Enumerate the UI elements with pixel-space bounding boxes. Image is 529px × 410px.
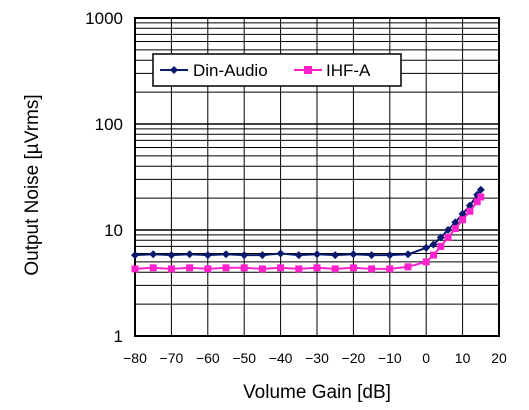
data-point-ihf-a [222, 264, 230, 272]
grid-lines [135, 18, 499, 336]
legend-marker-square-icon [304, 66, 312, 74]
data-point-din-audio [167, 251, 176, 260]
data-point-ihf-a [430, 251, 437, 259]
legend-box [152, 53, 402, 87]
data-point-ihf-a [313, 264, 321, 272]
y-tick-label: 1000 [85, 9, 123, 28]
data-point-ihf-a [240, 264, 248, 272]
series-line-ihf-a [134, 196, 482, 270]
data-point-ihf-a [386, 265, 394, 273]
series-line-din-audio [134, 189, 482, 257]
data-point-ihf-a [437, 242, 445, 250]
y-tick-label: 1 [114, 327, 123, 346]
data-point-ihf-a [167, 265, 175, 273]
y-tick-labels: 1 10 100 1000 [85, 9, 123, 346]
x-tick-label: 20 [491, 350, 507, 366]
y-axis-label: Output Noise [µVrms] [22, 94, 43, 275]
x-tick-labels: −80 −70 −60 −50 −40 −30 −20 −10 0 10 20 [123, 350, 507, 366]
data-point-din-audio [240, 251, 249, 260]
data-point-ihf-a [258, 265, 266, 273]
data-point-din-audio [149, 250, 158, 259]
data-point-ihf-a [186, 264, 194, 272]
data-point-din-audio [444, 226, 453, 234]
data-point-din-audio [131, 251, 139, 260]
data-point-din-audio [331, 251, 340, 260]
data-point-ihf-a [459, 216, 467, 224]
data-point-ihf-a [204, 265, 212, 273]
data-point-din-audio [429, 240, 438, 249]
legend-item-ihf-a: IHF-A [294, 61, 371, 80]
data-point-ihf-a [422, 258, 430, 266]
data-point-din-audio [313, 250, 321, 259]
data-point-ihf-a [477, 193, 485, 201]
data-point-ihf-a [149, 264, 157, 272]
data-point-ihf-a [277, 264, 285, 272]
data-point-din-audio [258, 251, 267, 260]
legend-label-din-audio: Din-Audio [193, 61, 268, 80]
x-tick-label: −80 [123, 350, 147, 366]
x-tick-label: −20 [342, 350, 366, 366]
y-tick-label: 100 [95, 115, 123, 134]
data-point-din-audio [476, 185, 485, 194]
data-point-ihf-a [451, 225, 459, 233]
x-tick-label: −30 [305, 350, 329, 366]
data-point-ihf-a [368, 265, 376, 273]
x-tick-label: −40 [269, 350, 293, 366]
series-ihf-a [131, 193, 485, 273]
data-point-din-audio [294, 251, 303, 260]
x-tick-label: −60 [196, 350, 220, 366]
x-tick-label: −70 [160, 350, 184, 366]
legend: Din-Audio IHF-A [152, 53, 402, 87]
data-point-ihf-a [331, 265, 339, 273]
data-point-ihf-a [131, 265, 139, 273]
x-tick-label: −50 [232, 350, 256, 366]
data-point-din-audio [203, 251, 212, 260]
series-layer [131, 185, 485, 273]
legend-marker-diamond-icon [170, 66, 178, 74]
data-point-ihf-a [473, 198, 481, 206]
data-point-ihf-a [295, 265, 303, 273]
data-point-ihf-a [349, 264, 357, 272]
x-tick-label: 10 [455, 350, 471, 366]
x-tick-label: −10 [378, 350, 402, 366]
legend-label-ihf-a: IHF-A [326, 61, 371, 80]
data-point-ihf-a [404, 263, 412, 271]
data-point-din-audio [458, 209, 467, 218]
data-point-ihf-a [444, 234, 452, 241]
data-point-din-audio [185, 250, 194, 259]
x-axis-label: Volume Gain [dB] [243, 382, 391, 403]
series-din-audio [131, 185, 485, 260]
data-point-din-audio [222, 250, 230, 259]
data-point-din-audio [349, 250, 358, 259]
legend-item-din-audio: Din-Audio [160, 61, 268, 80]
data-point-din-audio [451, 218, 460, 227]
data-point-din-audio [276, 249, 285, 258]
data-point-din-audio [385, 251, 394, 260]
data-point-din-audio [422, 243, 431, 252]
data-point-ihf-a [466, 207, 474, 215]
x-tick-label: 0 [422, 350, 430, 366]
data-point-din-audio [404, 250, 412, 259]
y-tick-label: 10 [104, 221, 123, 240]
data-point-din-audio [436, 233, 445, 242]
data-point-din-audio [367, 251, 376, 260]
plot-area-frame [134, 17, 500, 337]
